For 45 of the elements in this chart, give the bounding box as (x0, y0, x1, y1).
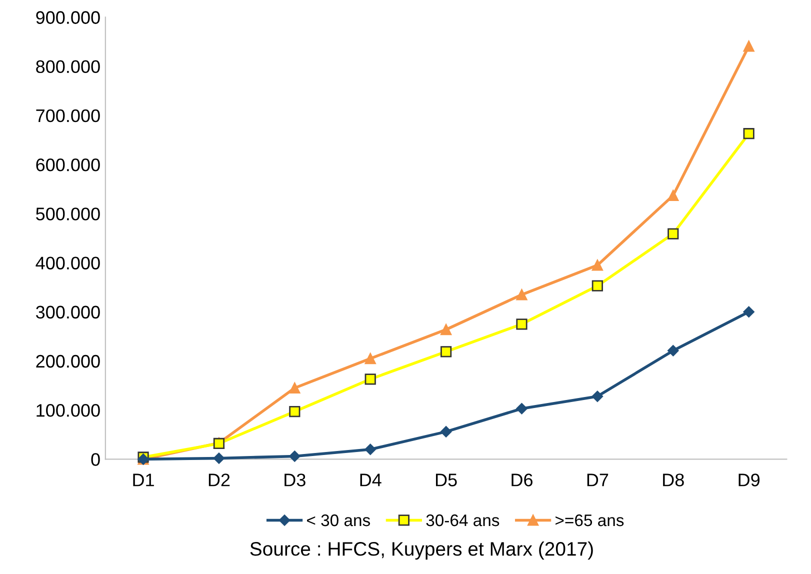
point (289, 450, 300, 462)
point (440, 346, 452, 358)
y-tick-label: 100.000 (36, 404, 100, 417)
source-note: Source : HFCS, Kuypers et Marx (2017) (250, 542, 593, 560)
x-tick-label: D3 (284, 474, 306, 486)
legend-label: < 30 ans (307, 514, 370, 526)
point (592, 390, 604, 402)
x-tick-label: D2 (208, 474, 230, 486)
point (668, 228, 679, 240)
y-tick-label: 900.000 (36, 11, 100, 24)
point (289, 406, 300, 418)
point (440, 324, 452, 336)
point (592, 280, 603, 292)
point (592, 260, 603, 271)
point (516, 289, 528, 300)
x-tick-label: D1 (133, 474, 154, 486)
point (668, 190, 679, 202)
x-tick-label: D7 (587, 474, 608, 486)
point (364, 352, 376, 364)
point (743, 40, 754, 52)
y-tick-label: 700.000 (36, 109, 100, 122)
point (364, 374, 376, 385)
x-tick-label: D9 (738, 474, 760, 486)
point (213, 452, 225, 464)
x-tick-label: D4 (360, 474, 382, 486)
y-tick-label: 0 (91, 453, 100, 466)
point (743, 128, 754, 140)
y-tick-label: 800.000 (36, 60, 100, 74)
point (516, 403, 528, 414)
y-tick-label: 600.000 (36, 158, 100, 172)
point (364, 444, 376, 455)
point (668, 345, 679, 356)
y-tick-label: 500.000 (36, 208, 100, 220)
point (289, 382, 300, 394)
x-tick-label: D6 (512, 474, 532, 486)
legend-label: >=65 ans (556, 514, 624, 526)
point (516, 318, 528, 330)
x-tick-label: D8 (663, 474, 684, 486)
legend-label: 30-64 ans (426, 514, 500, 526)
y-tick-label: 200.000 (36, 354, 100, 368)
y-tick-label: 400.000 (36, 256, 100, 270)
y-tick-label: 300.000 (36, 306, 100, 319)
point (440, 426, 452, 438)
x-tick-label: D5 (436, 474, 457, 486)
point (743, 306, 754, 318)
